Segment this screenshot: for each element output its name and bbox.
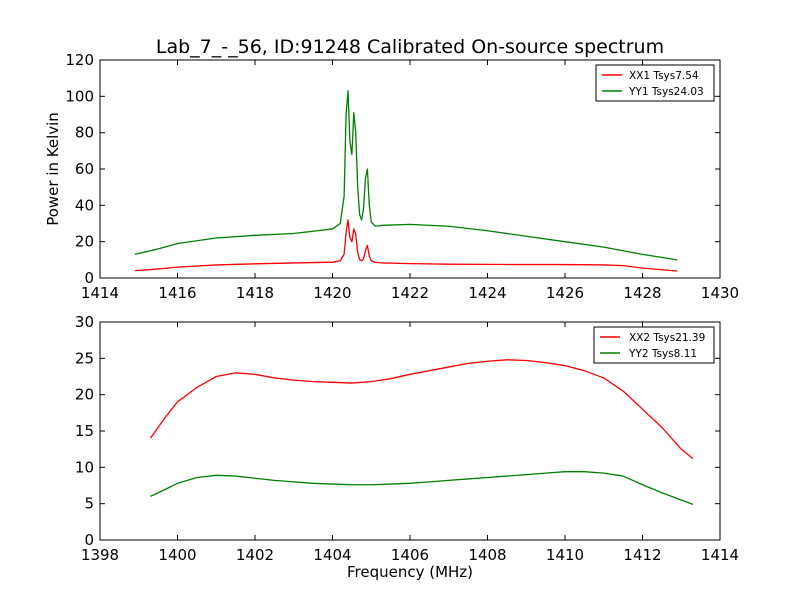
series-line-2 [150, 471, 694, 505]
y-tick-label: 30 [75, 313, 94, 331]
axis-ticks: 1414 1416 1418 1420 1422 1424 1426 1428 1430 0 20 4… [65, 51, 739, 302]
x-tick-label: 1426 [546, 284, 584, 302]
y-tick-label: 20 [75, 233, 94, 251]
y-tick-label: 60 [75, 160, 94, 178]
x-tick-label: 1414 [81, 284, 119, 302]
legend-box [595, 64, 715, 102]
x-tick-label: 1414 [701, 546, 739, 564]
x-tick-label: 1430 [701, 284, 739, 302]
legend: XX1 Tsys7.54 YY1 Tsys24.03 [595, 64, 715, 102]
series-group [134, 90, 678, 272]
legend-box [593, 326, 715, 364]
series-line-2 [134, 90, 678, 261]
y-tick-label: 25 [75, 349, 94, 367]
bottom-panel: 1398 1400 1402 1404 1406 1408 1410 1412 1414 0 5 10… [75, 313, 739, 581]
y-tick-label: 100 [65, 87, 94, 105]
series-line-1 [134, 219, 678, 272]
series-line-1 [149, 359, 694, 460]
x-tick-label: 1424 [468, 284, 506, 302]
x-tick-label: 1402 [236, 546, 274, 564]
x-tick-label: 1416 [158, 284, 196, 302]
y-tick-label: 120 [65, 51, 94, 69]
y-axis-label: Power in Kelvin [44, 112, 62, 226]
y-tick-label: 20 [75, 386, 94, 404]
axis-ticks: 1398 1400 1402 1404 1406 1408 1410 1412 1414 0 5 10… [75, 313, 739, 564]
series-group [149, 359, 694, 505]
y-tick-label: 40 [75, 196, 94, 214]
y-tick-label: 5 [84, 495, 94, 513]
y-tick-label: 0 [84, 531, 94, 549]
y-tick-label: 10 [75, 458, 94, 476]
x-tick-label: 1406 [391, 546, 429, 564]
y-tick-label: 15 [75, 422, 94, 440]
y-tick-label: 0 [84, 269, 94, 287]
x-tick-label: 1410 [546, 546, 584, 564]
x-tick-label: 1412 [623, 546, 661, 564]
x-tick-label: 1408 [468, 546, 506, 564]
x-tick-label: 1420 [313, 284, 351, 302]
x-tick-label: 1418 [236, 284, 274, 302]
x-tick-label: 1398 [81, 546, 119, 564]
legend-label-xx1: XX1 Tsys7.54 [629, 70, 699, 82]
x-tick-label: 1400 [158, 546, 196, 564]
x-tick-label: 1422 [391, 284, 429, 302]
y-tick-label: 80 [75, 124, 94, 142]
chart-title: Lab_7_-_56, ID:91248 Calibrated On-sourc… [156, 36, 664, 58]
x-axis-label: Frequency (MHz) [347, 563, 473, 581]
legend-label-yy1: YY1 Tsys24.03 [628, 86, 704, 98]
x-tick-label: 1404 [313, 546, 351, 564]
x-tick-label: 1428 [623, 284, 661, 302]
legend: XX2 Tsys21.39 YY2 Tsys8.11 [593, 326, 715, 364]
top-panel: Lab_7_-_56, ID:91248 Calibrated On-sourc… [44, 36, 739, 302]
legend-label-yy2: YY2 Tsys8.11 [628, 348, 697, 360]
legend-label-xx2: XX2 Tsys21.39 [629, 332, 705, 344]
